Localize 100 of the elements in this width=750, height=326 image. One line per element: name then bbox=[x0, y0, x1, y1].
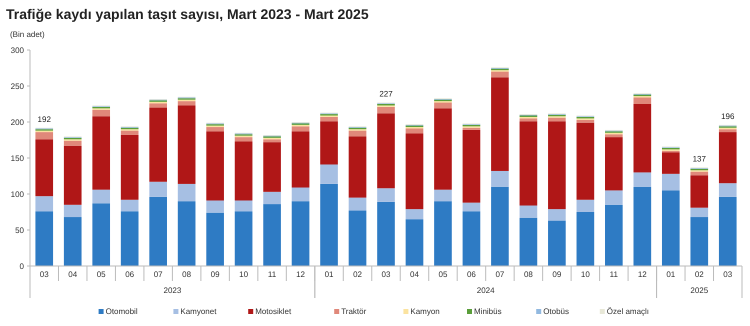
total-label: 137 bbox=[692, 154, 706, 164]
bar bbox=[178, 105, 196, 184]
legend-label: Kamyonet bbox=[180, 307, 218, 316]
x-tick-label: 08 bbox=[524, 270, 534, 279]
bar bbox=[64, 140, 82, 146]
bar bbox=[206, 212, 224, 266]
x-tick-label: 01 bbox=[324, 270, 334, 279]
bar bbox=[576, 122, 594, 200]
bar bbox=[64, 146, 82, 205]
bar bbox=[35, 211, 54, 266]
bar bbox=[690, 175, 708, 208]
y-tick-label: 150 bbox=[10, 154, 25, 163]
bar bbox=[234, 211, 252, 266]
y-tick-label: 0 bbox=[20, 262, 25, 271]
bar bbox=[35, 139, 54, 196]
total-label: 196 bbox=[721, 112, 735, 121]
x-tick-label: 12 bbox=[638, 270, 648, 279]
bar bbox=[234, 141, 252, 200]
bar bbox=[633, 186, 652, 266]
x-tick-label: 11 bbox=[610, 270, 619, 279]
bar bbox=[491, 77, 509, 171]
bar bbox=[520, 121, 538, 206]
y-tick-label: 50 bbox=[15, 226, 25, 235]
x-tick-label: 03 bbox=[40, 270, 50, 279]
x-tick-label: 10 bbox=[580, 270, 590, 279]
bar bbox=[348, 130, 366, 136]
bar bbox=[234, 200, 252, 212]
bar bbox=[149, 196, 167, 266]
x-tick-label: 02 bbox=[694, 270, 704, 279]
bar bbox=[206, 200, 224, 213]
y-tick-label: 250 bbox=[10, 82, 25, 91]
x-tick-label: 11 bbox=[268, 270, 277, 279]
bar bbox=[491, 186, 509, 266]
x-tick-label: 04 bbox=[410, 270, 420, 279]
bar bbox=[377, 202, 395, 266]
text: 2024 bbox=[476, 286, 496, 295]
x-tick-label: 08 bbox=[182, 270, 192, 279]
bar bbox=[406, 209, 424, 220]
bar bbox=[292, 126, 310, 132]
bar bbox=[718, 196, 737, 266]
legend-label: Özel amaçlı bbox=[606, 307, 650, 316]
bar bbox=[605, 134, 623, 138]
bar bbox=[292, 201, 310, 266]
x-tick-label: 10 bbox=[239, 270, 249, 279]
x-tick-label: 12 bbox=[296, 270, 306, 279]
bar bbox=[320, 164, 338, 184]
bar bbox=[263, 192, 281, 204]
bar bbox=[520, 118, 538, 122]
bar bbox=[633, 98, 652, 104]
x-tick-label: 02 bbox=[353, 270, 363, 279]
bar bbox=[718, 132, 737, 184]
text: 2025 bbox=[690, 286, 709, 295]
bar bbox=[234, 137, 252, 142]
bar bbox=[548, 220, 566, 266]
bar bbox=[690, 172, 708, 176]
bar bbox=[548, 121, 566, 210]
chart-title: Trafiğe kaydı yapılan taşıt sayısı, Mart 2023 - Mart 2025 bbox=[6, 6, 369, 22]
bar bbox=[662, 190, 680, 266]
bar bbox=[377, 113, 395, 188]
bar bbox=[406, 219, 424, 266]
bar bbox=[462, 130, 480, 203]
bar bbox=[348, 198, 366, 211]
x-tick-label: 03 bbox=[723, 270, 733, 279]
bar bbox=[92, 203, 110, 266]
bar bbox=[292, 188, 310, 202]
legend-label: Otobüs bbox=[543, 307, 569, 316]
bar bbox=[320, 116, 338, 122]
bar bbox=[718, 129, 737, 132]
x-tick-label: 06 bbox=[466, 270, 476, 279]
y-tick-label: 200 bbox=[10, 118, 25, 127]
bar bbox=[120, 134, 139, 200]
bar bbox=[462, 211, 480, 266]
bar bbox=[520, 206, 538, 218]
legend-label: Motosiklet bbox=[255, 307, 292, 316]
x-tick-label: 05 bbox=[438, 270, 448, 279]
bar bbox=[64, 217, 82, 266]
bar bbox=[149, 108, 167, 182]
bar bbox=[605, 204, 623, 266]
bar bbox=[348, 210, 366, 266]
bar bbox=[548, 118, 566, 122]
x-tick-label: 03 bbox=[382, 270, 391, 279]
bar bbox=[718, 183, 737, 197]
bar bbox=[120, 211, 139, 266]
bar bbox=[434, 102, 452, 108]
bar bbox=[263, 204, 281, 266]
bar bbox=[377, 188, 395, 202]
bar bbox=[605, 190, 623, 205]
bar bbox=[178, 101, 196, 106]
bar bbox=[92, 116, 110, 190]
bar bbox=[149, 182, 167, 197]
legend-label: Otomobil bbox=[106, 307, 138, 316]
bar bbox=[434, 190, 452, 202]
x-tick-label: 01 bbox=[666, 270, 676, 279]
bar bbox=[292, 131, 310, 188]
bar bbox=[576, 200, 594, 212]
bar bbox=[576, 212, 594, 266]
bar bbox=[462, 202, 480, 212]
x-tick-label: 09 bbox=[210, 270, 220, 279]
bar bbox=[178, 201, 196, 266]
bar bbox=[406, 128, 424, 134]
